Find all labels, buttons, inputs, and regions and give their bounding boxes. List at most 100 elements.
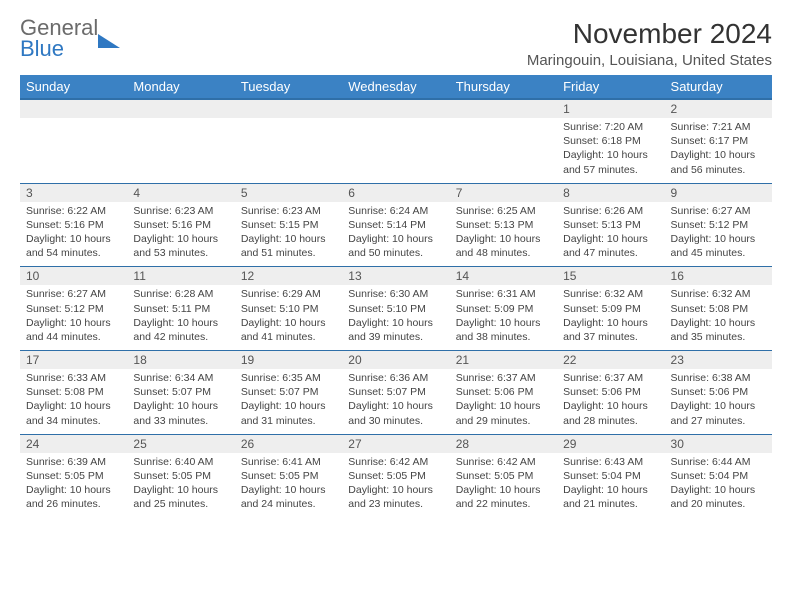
day-details-cell xyxy=(127,118,234,183)
day-details-cell xyxy=(235,118,342,183)
sun-details: Sunrise: 6:29 AMSunset: 5:10 PMDaylight:… xyxy=(235,285,342,350)
day-details-cell: Sunrise: 6:26 AMSunset: 5:13 PMDaylight:… xyxy=(557,202,664,267)
day-details-cell: Sunrise: 6:23 AMSunset: 5:15 PMDaylight:… xyxy=(235,202,342,267)
day-number-cell: 11 xyxy=(127,267,234,286)
day-details-cell: Sunrise: 6:41 AMSunset: 5:05 PMDaylight:… xyxy=(235,453,342,518)
sun-details: Sunrise: 6:27 AMSunset: 5:12 PMDaylight:… xyxy=(665,202,772,267)
day-number-cell: 14 xyxy=(450,267,557,286)
sun-details: Sunrise: 7:21 AMSunset: 6:17 PMDaylight:… xyxy=(665,118,772,183)
brand-line2: Blue xyxy=(20,39,98,60)
day-details-row: Sunrise: 6:22 AMSunset: 5:16 PMDaylight:… xyxy=(20,202,772,267)
day-details-cell: Sunrise: 6:34 AMSunset: 5:07 PMDaylight:… xyxy=(127,369,234,434)
sun-details: Sunrise: 6:35 AMSunset: 5:07 PMDaylight:… xyxy=(235,369,342,434)
sun-details: Sunrise: 6:42 AMSunset: 5:05 PMDaylight:… xyxy=(450,453,557,518)
day-number-cell: 1 xyxy=(557,99,664,118)
weekday-header: Saturday xyxy=(665,75,772,99)
day-number-cell xyxy=(450,99,557,118)
day-details-cell: Sunrise: 6:36 AMSunset: 5:07 PMDaylight:… xyxy=(342,369,449,434)
day-number-cell: 19 xyxy=(235,351,342,370)
sun-details: Sunrise: 7:20 AMSunset: 6:18 PMDaylight:… xyxy=(557,118,664,183)
day-number-cell: 28 xyxy=(450,434,557,453)
sun-details: Sunrise: 6:22 AMSunset: 5:16 PMDaylight:… xyxy=(20,202,127,267)
day-number-cell: 20 xyxy=(342,351,449,370)
day-details-cell: Sunrise: 6:42 AMSunset: 5:05 PMDaylight:… xyxy=(342,453,449,518)
day-details-cell: Sunrise: 6:22 AMSunset: 5:16 PMDaylight:… xyxy=(20,202,127,267)
day-number-cell: 27 xyxy=(342,434,449,453)
day-details-cell: Sunrise: 6:27 AMSunset: 5:12 PMDaylight:… xyxy=(665,202,772,267)
day-number-cell xyxy=(20,99,127,118)
location-text: Maringouin, Louisiana, United States xyxy=(527,52,772,69)
sun-details: Sunrise: 6:41 AMSunset: 5:05 PMDaylight:… xyxy=(235,453,342,518)
day-details-cell: Sunrise: 6:40 AMSunset: 5:05 PMDaylight:… xyxy=(127,453,234,518)
day-number-row: 3456789 xyxy=(20,183,772,202)
sun-details: Sunrise: 6:44 AMSunset: 5:04 PMDaylight:… xyxy=(665,453,772,518)
sun-details: Sunrise: 6:27 AMSunset: 5:12 PMDaylight:… xyxy=(20,285,127,350)
sun-details: Sunrise: 6:23 AMSunset: 5:16 PMDaylight:… xyxy=(127,202,234,267)
day-number-cell xyxy=(127,99,234,118)
sun-details: Sunrise: 6:39 AMSunset: 5:05 PMDaylight:… xyxy=(20,453,127,518)
day-details-row: Sunrise: 6:27 AMSunset: 5:12 PMDaylight:… xyxy=(20,285,772,350)
day-details-cell: Sunrise: 6:30 AMSunset: 5:10 PMDaylight:… xyxy=(342,285,449,350)
day-details-cell: Sunrise: 6:35 AMSunset: 5:07 PMDaylight:… xyxy=(235,369,342,434)
day-details-cell: Sunrise: 7:21 AMSunset: 6:17 PMDaylight:… xyxy=(665,118,772,183)
day-details-cell xyxy=(342,118,449,183)
day-details-cell: Sunrise: 6:39 AMSunset: 5:05 PMDaylight:… xyxy=(20,453,127,518)
day-number-cell: 7 xyxy=(450,183,557,202)
day-number-cell: 17 xyxy=(20,351,127,370)
day-details-cell: Sunrise: 6:31 AMSunset: 5:09 PMDaylight:… xyxy=(450,285,557,350)
sun-details: Sunrise: 6:25 AMSunset: 5:13 PMDaylight:… xyxy=(450,202,557,267)
brand-logo: General Blue xyxy=(20,18,120,60)
day-number-cell: 4 xyxy=(127,183,234,202)
sun-details: Sunrise: 6:34 AMSunset: 5:07 PMDaylight:… xyxy=(127,369,234,434)
sun-details: Sunrise: 6:33 AMSunset: 5:08 PMDaylight:… xyxy=(20,369,127,434)
sun-details: Sunrise: 6:24 AMSunset: 5:14 PMDaylight:… xyxy=(342,202,449,267)
day-details-cell: Sunrise: 6:42 AMSunset: 5:05 PMDaylight:… xyxy=(450,453,557,518)
day-number-cell: 3 xyxy=(20,183,127,202)
sun-details: Sunrise: 6:30 AMSunset: 5:10 PMDaylight:… xyxy=(342,285,449,350)
day-number-cell: 13 xyxy=(342,267,449,286)
day-details-cell: Sunrise: 6:27 AMSunset: 5:12 PMDaylight:… xyxy=(20,285,127,350)
day-details-cell: Sunrise: 6:29 AMSunset: 5:10 PMDaylight:… xyxy=(235,285,342,350)
day-details-cell: Sunrise: 6:25 AMSunset: 5:13 PMDaylight:… xyxy=(450,202,557,267)
day-number-cell: 12 xyxy=(235,267,342,286)
weekday-header-row: SundayMondayTuesdayWednesdayThursdayFrid… xyxy=(20,75,772,99)
sun-details: Sunrise: 6:37 AMSunset: 5:06 PMDaylight:… xyxy=(450,369,557,434)
day-details-cell xyxy=(450,118,557,183)
day-details-cell: Sunrise: 6:32 AMSunset: 5:09 PMDaylight:… xyxy=(557,285,664,350)
weekday-header: Thursday xyxy=(450,75,557,99)
weekday-header: Friday xyxy=(557,75,664,99)
sun-details: Sunrise: 6:28 AMSunset: 5:11 PMDaylight:… xyxy=(127,285,234,350)
day-number-cell: 23 xyxy=(665,351,772,370)
sun-details: Sunrise: 6:42 AMSunset: 5:05 PMDaylight:… xyxy=(342,453,449,518)
day-details-cell: Sunrise: 6:32 AMSunset: 5:08 PMDaylight:… xyxy=(665,285,772,350)
day-number-cell xyxy=(235,99,342,118)
brand-arrow-icon xyxy=(98,34,120,48)
day-number-cell: 21 xyxy=(450,351,557,370)
day-details-cell xyxy=(20,118,127,183)
sun-details: Sunrise: 6:43 AMSunset: 5:04 PMDaylight:… xyxy=(557,453,664,518)
day-number-cell: 24 xyxy=(20,434,127,453)
weekday-header: Wednesday xyxy=(342,75,449,99)
day-number-row: 17181920212223 xyxy=(20,351,772,370)
weekday-header: Tuesday xyxy=(235,75,342,99)
day-details-cell: Sunrise: 6:23 AMSunset: 5:16 PMDaylight:… xyxy=(127,202,234,267)
weekday-header: Monday xyxy=(127,75,234,99)
day-number-cell: 30 xyxy=(665,434,772,453)
sun-details: Sunrise: 6:32 AMSunset: 5:08 PMDaylight:… xyxy=(665,285,772,350)
sun-details: Sunrise: 6:31 AMSunset: 5:09 PMDaylight:… xyxy=(450,285,557,350)
day-number-cell: 8 xyxy=(557,183,664,202)
day-details-row: Sunrise: 7:20 AMSunset: 6:18 PMDaylight:… xyxy=(20,118,772,183)
sun-details: Sunrise: 6:36 AMSunset: 5:07 PMDaylight:… xyxy=(342,369,449,434)
day-number-cell: 2 xyxy=(665,99,772,118)
day-number-cell: 22 xyxy=(557,351,664,370)
sun-details: Sunrise: 6:38 AMSunset: 5:06 PMDaylight:… xyxy=(665,369,772,434)
sun-details: Sunrise: 6:26 AMSunset: 5:13 PMDaylight:… xyxy=(557,202,664,267)
calendar-table: SundayMondayTuesdayWednesdayThursdayFrid… xyxy=(20,75,772,517)
day-number-cell: 5 xyxy=(235,183,342,202)
day-details-cell: Sunrise: 6:38 AMSunset: 5:06 PMDaylight:… xyxy=(665,369,772,434)
day-number-cell xyxy=(342,99,449,118)
day-details-row: Sunrise: 6:33 AMSunset: 5:08 PMDaylight:… xyxy=(20,369,772,434)
day-details-cell: Sunrise: 6:37 AMSunset: 5:06 PMDaylight:… xyxy=(450,369,557,434)
day-details-cell: Sunrise: 6:24 AMSunset: 5:14 PMDaylight:… xyxy=(342,202,449,267)
day-number-cell: 25 xyxy=(127,434,234,453)
